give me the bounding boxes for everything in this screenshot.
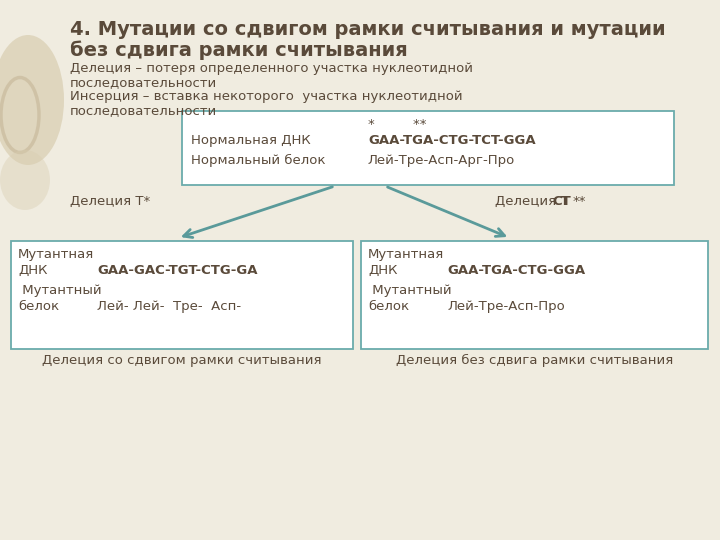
Ellipse shape <box>0 35 64 165</box>
Text: Инсерция – вставка некоторого  участка нуклеотидной: Инсерция – вставка некоторого участка ну… <box>70 90 463 103</box>
Text: Делеция Т*: Делеция Т* <box>70 195 150 208</box>
Text: белок: белок <box>368 300 409 313</box>
Text: GAA-TGA-CTG-GGA: GAA-TGA-CTG-GGA <box>447 264 585 277</box>
Text: Делеция – потеря определенного участка нуклеотидной: Делеция – потеря определенного участка н… <box>70 62 473 75</box>
Text: Нормальный белок: Нормальный белок <box>191 154 325 167</box>
Text: Нормальная ДНК: Нормальная ДНК <box>191 134 310 147</box>
Text: ДНК: ДНК <box>18 264 48 277</box>
Text: GAA-GAC-TGT-CTG-GA: GAA-GAC-TGT-CTG-GA <box>97 264 258 277</box>
Ellipse shape <box>0 150 50 210</box>
Text: **: ** <box>573 195 587 208</box>
Text: Мутантная: Мутантная <box>368 248 444 261</box>
Text: 4. Мутации со сдвигом рамки считывания и мутации: 4. Мутации со сдвигом рамки считывания и… <box>70 20 665 39</box>
Text: белок: белок <box>18 300 59 313</box>
Text: Делеция со сдвигом рамки считывания: Делеция со сдвигом рамки считывания <box>42 354 322 367</box>
FancyBboxPatch shape <box>182 111 674 185</box>
Text: Мутантный: Мутантный <box>368 284 451 297</box>
Text: GAA-TGA-CTG-TCT-GGA: GAA-TGA-CTG-TCT-GGA <box>368 134 536 147</box>
Text: Лей-Тре-Асп-Про: Лей-Тре-Асп-Про <box>447 300 564 313</box>
Text: Лей- Лей-  Тре-  Асп-: Лей- Лей- Тре- Асп- <box>97 300 241 313</box>
Text: без сдвига рамки считывания: без сдвига рамки считывания <box>70 40 408 59</box>
Text: последовательности: последовательности <box>70 76 217 89</box>
Text: Лей-Тре-Асп-Арг-Про: Лей-Тре-Асп-Арг-Про <box>368 154 516 167</box>
Text: Делеция Т: Делеция Т <box>495 195 569 208</box>
Text: Делеция без сдвига рамки считывания: Делеция без сдвига рамки считывания <box>396 354 673 367</box>
Text: Мутантная: Мутантная <box>18 248 94 261</box>
Text: ДНК: ДНК <box>368 264 397 277</box>
Text: последовательности: последовательности <box>70 104 217 117</box>
FancyBboxPatch shape <box>361 241 708 349</box>
Text: СТ: СТ <box>552 195 571 208</box>
FancyBboxPatch shape <box>11 241 353 349</box>
Text: *         **: * ** <box>368 118 426 131</box>
Text: Мутантный: Мутантный <box>18 284 102 297</box>
